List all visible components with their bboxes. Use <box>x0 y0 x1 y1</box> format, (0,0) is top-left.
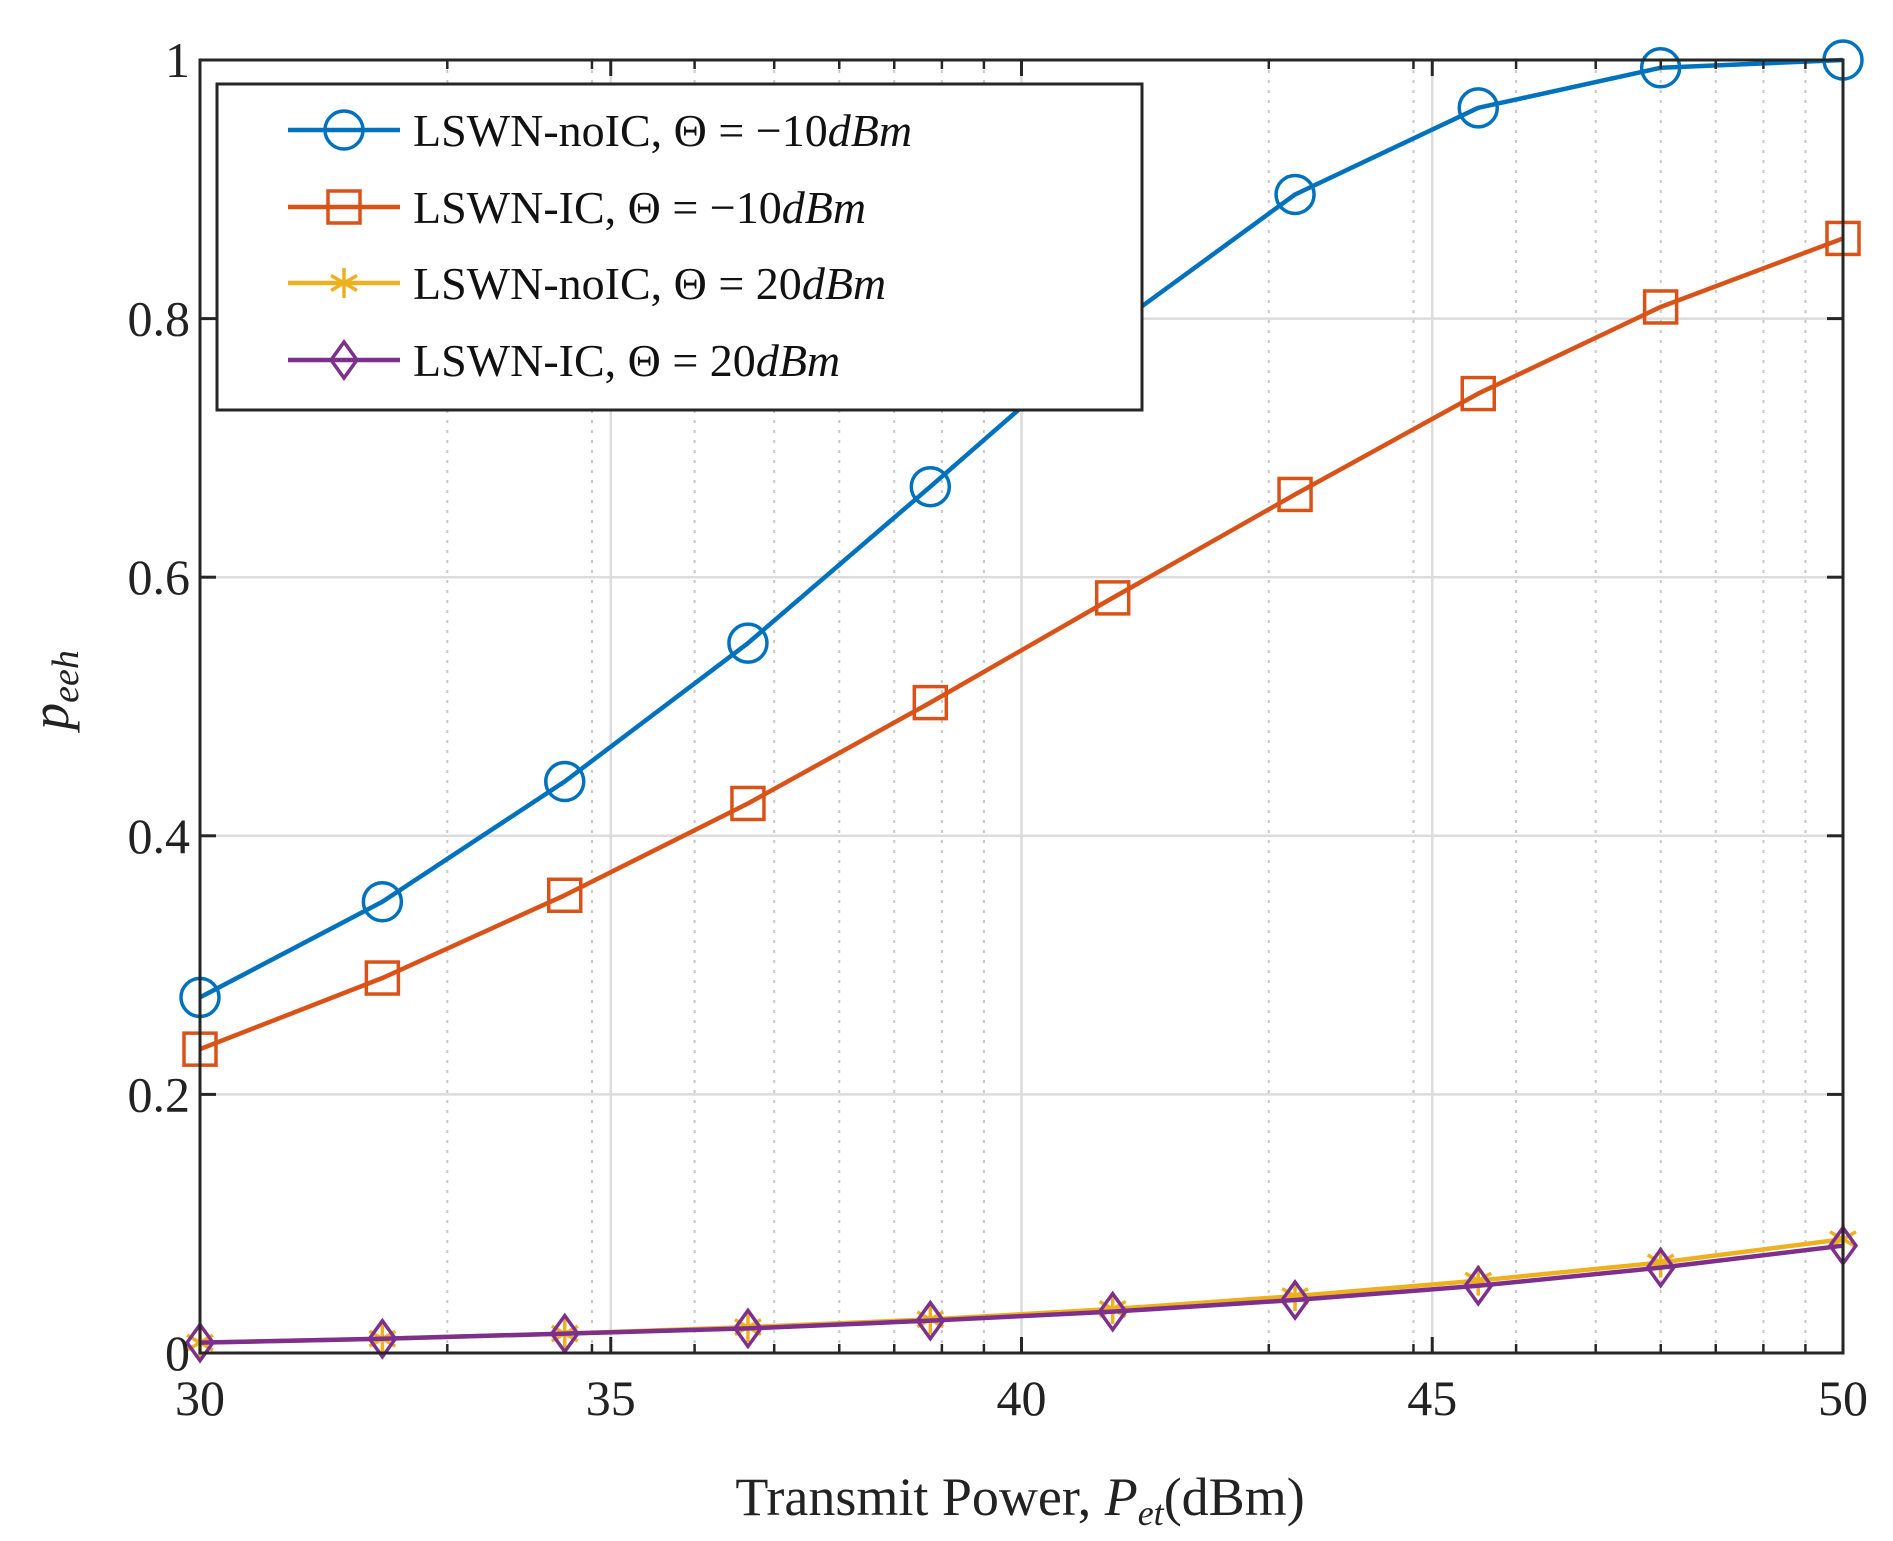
legend-label-unit: dBm <box>782 182 866 233</box>
legend-label-math: Θ = −10 <box>628 182 782 233</box>
data-point <box>1274 173 1316 216</box>
data-point <box>1460 375 1497 412</box>
data-point <box>1457 87 1500 129</box>
legend-item: LSWN-IC, Θ = 20dBm <box>288 335 840 386</box>
legend-label-unit: dBm <box>828 105 912 156</box>
y-tick-label: 0.4 <box>128 808 191 864</box>
legend-label: LSWN-IC, Θ = −10dBm <box>413 182 866 233</box>
y-tick-label: 0.8 <box>128 291 191 347</box>
data-point <box>184 1321 216 1364</box>
legend-label-math: Θ = 20 <box>628 335 756 386</box>
y-tick-labels: 0 0.2 0.4 0.6 0.8 1 <box>128 32 191 1381</box>
data-point <box>912 684 949 721</box>
data-point <box>1642 289 1679 325</box>
y-tick-label: 1 <box>165 32 190 88</box>
x-axis-label-unit: (dBm) <box>1164 1467 1305 1527</box>
data-point <box>1277 476 1313 513</box>
legend-label: LSWN-noIC, Θ = −10dBm <box>413 105 912 156</box>
x-tick-label: 35 <box>586 1370 636 1426</box>
x-tick-label: 30 <box>175 1370 225 1426</box>
data-point <box>367 1317 398 1360</box>
tick-marks <box>198 58 1845 1355</box>
legend-label: LSWN-IC, Θ = 20dBm <box>413 335 840 386</box>
series-line <box>199 236 1844 1052</box>
y-tick-label: 0 <box>165 1325 190 1381</box>
data-point <box>364 960 401 996</box>
legend-item: LSWN-noIC, Θ = 20dBm <box>288 258 886 309</box>
data-point <box>1094 580 1131 616</box>
legend-label-unit: dBm <box>756 335 840 386</box>
data-point <box>1645 1246 1676 1289</box>
data-point <box>730 785 766 822</box>
y-axis-label-sub: eeh <box>45 650 87 703</box>
legend-item: LSWN-noIC, Θ = −10dBm <box>288 105 912 156</box>
y-axis-label: peeh <box>20 650 87 734</box>
x-tick-labels: 30 35 40 45 50 <box>175 1370 1868 1426</box>
x-axis-label-var: P <box>1104 1467 1138 1527</box>
y-tick-label: 0.2 <box>128 1066 191 1122</box>
legend-label-main: LSWN-noIC, <box>413 258 674 309</box>
asterisk-stroke <box>330 273 358 293</box>
data-point <box>1639 47 1682 89</box>
asterisk-marker <box>330 268 358 298</box>
x-tick-label: 40 <box>997 1370 1047 1426</box>
y-tick-label: 0.6 <box>128 549 191 605</box>
data-point <box>1279 1278 1311 1321</box>
y-axis-label-var: p <box>20 703 80 734</box>
legend-item: LSWN-IC, Θ = −10dBm <box>288 182 866 233</box>
legend-label: LSWN-noIC, Θ = 20dBm <box>413 258 886 309</box>
legend-label-main: LSWN-IC, <box>413 335 628 386</box>
square-marker <box>326 189 362 225</box>
legend-label-unit: dBm <box>802 258 886 309</box>
x-axis-label-main: Transmit Power, <box>735 1467 1104 1527</box>
x-tick-label: 45 <box>1407 1370 1457 1426</box>
x-axis-label: Transmit Power, Pet(dBm) <box>735 1467 1304 1533</box>
legend-label-main: LSWN-IC, <box>413 182 628 233</box>
series-line <box>199 1243 1844 1345</box>
legend-label-math: Θ = 20 <box>674 258 802 309</box>
data-point <box>1463 1264 1494 1307</box>
x-tick-label: 50 <box>1818 1370 1868 1426</box>
circle-marker <box>323 109 365 151</box>
x-axis-label-sub: et <box>1138 1493 1165 1533</box>
legend-label-math: Θ = −10 <box>674 105 828 156</box>
data-point <box>361 880 404 923</box>
data-point <box>546 877 583 914</box>
data-point <box>1097 1290 1128 1333</box>
data-point <box>909 465 952 508</box>
legend-box <box>215 82 1144 412</box>
data-point <box>732 1307 764 1350</box>
series-3 <box>184 1224 1859 1364</box>
data-point <box>915 1299 946 1342</box>
data-point <box>543 760 586 803</box>
legend-label-main: LSWN-noIC, <box>413 105 674 156</box>
data-point <box>727 622 769 664</box>
diamond-marker <box>328 339 360 381</box>
